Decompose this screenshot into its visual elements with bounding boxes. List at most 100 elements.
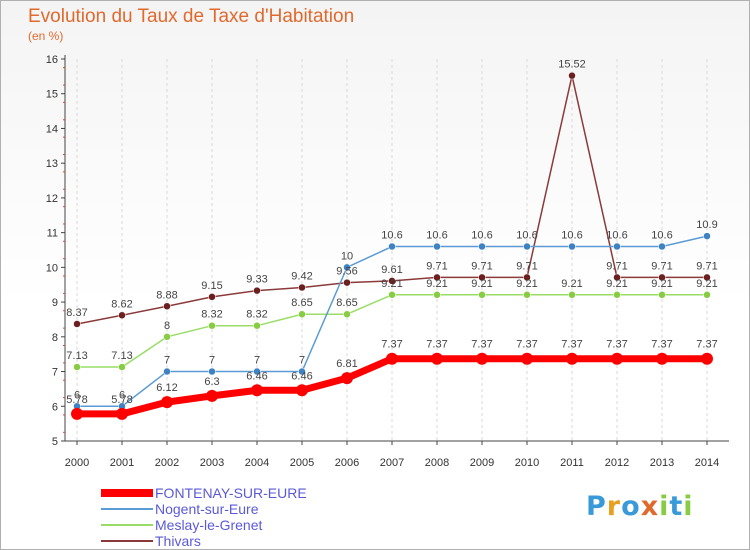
data-label: 9.21 [516, 278, 537, 290]
data-label: 7.37 [651, 339, 672, 351]
y-tick-label: 11 [47, 228, 58, 240]
legend-swatch [101, 524, 153, 526]
data-point [163, 302, 171, 311]
data-point [523, 291, 531, 299]
data-point [298, 310, 306, 318]
y-tick-label: 10 [46, 262, 58, 274]
data-point [163, 367, 171, 376]
data-label: 5.78 [66, 394, 87, 406]
x-tick-label: 2006 [335, 457, 359, 469]
data-point [433, 242, 441, 251]
data-point [388, 277, 396, 285]
x-tick-label: 2008 [425, 457, 449, 469]
data-point [388, 291, 396, 299]
data-label: 7.37 [516, 339, 537, 351]
data-label: 6.12 [156, 382, 177, 394]
data-label: 6.81 [336, 358, 357, 370]
data-label: 9.15 [201, 280, 222, 292]
data-point [388, 242, 396, 251]
data-label: 7 [299, 355, 305, 367]
data-label: 8.65 [291, 297, 312, 309]
data-label: 9.71 [426, 260, 447, 272]
data-label: 9.71 [696, 260, 717, 272]
legend: FONTENAY-SUR-EURE Nogent-sur-Eure Meslay… [101, 485, 307, 549]
x-tick-label: 2001 [110, 457, 134, 469]
data-label: 15.52 [558, 59, 586, 71]
data-label: 9.21 [561, 278, 582, 290]
data-point [296, 384, 308, 397]
data-point [433, 273, 441, 282]
legend-label: FONTENAY-SUR-EURE [155, 485, 307, 501]
data-point [568, 291, 576, 299]
data-point [251, 384, 263, 397]
data-label: 7.13 [111, 350, 132, 362]
data-point [478, 242, 486, 251]
data-point [386, 352, 398, 365]
data-label: 10.6 [606, 230, 627, 242]
data-point [521, 352, 533, 365]
data-point [613, 291, 621, 299]
data-point [253, 286, 261, 295]
data-point [658, 273, 666, 282]
data-label: 9.42 [291, 271, 312, 283]
data-label: 8.32 [201, 309, 222, 321]
y-tick-label: 5 [52, 436, 58, 448]
data-point [118, 311, 126, 320]
legend-item: Thivars [101, 533, 307, 549]
y-tick-label: 12 [46, 193, 58, 205]
data-point [656, 352, 668, 365]
y-tick-label: 7 [52, 367, 58, 379]
axes: 5 6 7 8 9 10 11 12 13 14 15 16 2000 2001 2002 2003 2004 2… [46, 54, 729, 469]
y-tick-label: 16 [46, 54, 58, 66]
data-point [523, 242, 531, 251]
data-point [253, 321, 261, 330]
x-tick-label: 2000 [65, 457, 89, 469]
legend-swatch [101, 508, 153, 510]
data-point [208, 293, 216, 301]
logo-letter: P [586, 491, 607, 522]
logo-letter: i [659, 491, 670, 522]
data-label: 7 [209, 355, 215, 367]
y-tick-label: 15 [46, 89, 58, 101]
x-tick-label: 2003 [200, 457, 224, 469]
y-tick-label: 8 [52, 332, 58, 344]
legend-label: Nogent-sur-Eure [155, 501, 259, 517]
legend-label: Meslay-le-Grenet [155, 517, 263, 533]
chart-title: Evolution du Taux de Taxe d'Habitation [28, 6, 355, 27]
data-point [566, 352, 578, 365]
legend-item: FONTENAY-SUR-EURE [101, 485, 307, 501]
data-point [73, 363, 81, 371]
data-label: 7.37 [561, 339, 582, 351]
data-label: 6 [74, 389, 80, 401]
data-label: 7.37 [471, 339, 492, 351]
legend-swatch [101, 489, 153, 497]
data-label: 6.46 [291, 370, 312, 382]
data-label: 9.56 [336, 266, 357, 278]
data-label: 10.9 [696, 219, 717, 231]
legend-swatch [101, 540, 153, 542]
data-point [208, 367, 216, 376]
data-label: 7.13 [66, 350, 87, 362]
data-point [298, 367, 306, 376]
y-tick-label: 6 [52, 401, 58, 413]
logo-letter: o [621, 491, 641, 522]
legend-label: Thivars [155, 533, 201, 549]
data-point [478, 273, 486, 282]
x-tick-label: 2007 [380, 457, 404, 469]
x-tick-label: 2009 [470, 457, 494, 469]
data-point [701, 352, 713, 365]
chart-subtitle: (en %) [28, 29, 64, 43]
data-label: 10.6 [651, 230, 672, 242]
data-label: 6.46 [246, 370, 267, 382]
data-label: 8.88 [156, 289, 177, 301]
logo-letter: r [606, 491, 622, 522]
data-label: 9.61 [381, 264, 402, 276]
data-point [568, 242, 576, 251]
data-label: 10.6 [426, 230, 447, 242]
proxiti-logo: Proxiti [586, 491, 694, 522]
data-point [343, 310, 351, 318]
x-tick-label: 2012 [605, 457, 629, 469]
data-point [116, 407, 128, 420]
data-label: 9.21 [651, 278, 672, 290]
data-label: 8 [164, 320, 170, 332]
